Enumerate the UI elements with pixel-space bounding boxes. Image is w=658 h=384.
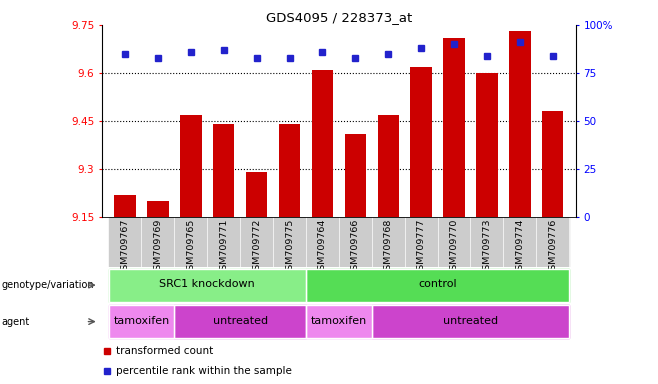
Text: transformed count: transformed count xyxy=(116,346,213,356)
Bar xyxy=(207,217,240,267)
Text: GSM709764: GSM709764 xyxy=(318,218,327,276)
Bar xyxy=(174,305,306,338)
Bar xyxy=(378,114,399,217)
Bar xyxy=(536,217,569,267)
Text: tamoxifen: tamoxifen xyxy=(113,316,170,326)
Text: GSM709769: GSM709769 xyxy=(153,218,163,276)
Bar xyxy=(411,66,432,217)
Text: GSM709773: GSM709773 xyxy=(482,218,492,276)
Bar xyxy=(213,124,234,217)
Bar xyxy=(306,305,372,338)
Bar xyxy=(114,195,136,217)
Bar xyxy=(273,217,306,267)
Text: GSM709774: GSM709774 xyxy=(515,218,524,276)
Text: control: control xyxy=(418,280,457,290)
Bar xyxy=(306,305,372,338)
Bar xyxy=(443,38,465,217)
Text: SRC1 knockdown: SRC1 knockdown xyxy=(159,280,255,290)
Bar xyxy=(542,111,563,217)
Bar xyxy=(174,305,306,338)
Bar xyxy=(109,217,141,267)
Bar xyxy=(109,305,174,338)
Bar xyxy=(312,70,333,217)
Text: GSM709772: GSM709772 xyxy=(252,218,261,276)
Text: GSM709768: GSM709768 xyxy=(384,218,393,276)
Bar xyxy=(279,124,300,217)
Text: GSM709765: GSM709765 xyxy=(186,218,195,276)
Bar xyxy=(476,73,497,217)
Bar xyxy=(405,217,438,267)
Bar xyxy=(509,31,530,217)
Bar xyxy=(174,217,207,267)
Bar xyxy=(339,217,372,267)
Bar xyxy=(246,172,267,217)
Text: GSM709771: GSM709771 xyxy=(219,218,228,276)
Bar xyxy=(438,217,470,267)
Bar xyxy=(372,305,569,338)
Text: GSM709777: GSM709777 xyxy=(417,218,426,276)
Text: GSM709776: GSM709776 xyxy=(548,218,557,276)
Text: percentile rank within the sample: percentile rank within the sample xyxy=(116,366,292,376)
Bar xyxy=(109,269,306,301)
Bar xyxy=(240,217,273,267)
Bar xyxy=(345,134,366,217)
Text: GSM709770: GSM709770 xyxy=(449,218,459,276)
Text: untreated: untreated xyxy=(213,316,268,326)
Bar xyxy=(306,269,569,301)
Bar xyxy=(180,114,201,217)
Bar xyxy=(503,217,536,267)
Title: GDS4095 / 228373_at: GDS4095 / 228373_at xyxy=(266,11,412,24)
Bar xyxy=(372,217,405,267)
Bar xyxy=(109,305,174,338)
Bar xyxy=(372,305,569,338)
Bar xyxy=(306,269,569,301)
Bar xyxy=(147,201,168,217)
Bar xyxy=(109,269,306,301)
Text: genotype/variation: genotype/variation xyxy=(1,280,94,290)
Text: GSM709766: GSM709766 xyxy=(351,218,360,276)
Text: tamoxifen: tamoxifen xyxy=(311,316,367,326)
Bar xyxy=(470,217,503,267)
Text: GSM709775: GSM709775 xyxy=(285,218,294,276)
Text: GSM709767: GSM709767 xyxy=(120,218,130,276)
Text: untreated: untreated xyxy=(443,316,498,326)
Bar xyxy=(306,217,339,267)
Text: agent: agent xyxy=(1,316,30,327)
Bar xyxy=(141,217,174,267)
